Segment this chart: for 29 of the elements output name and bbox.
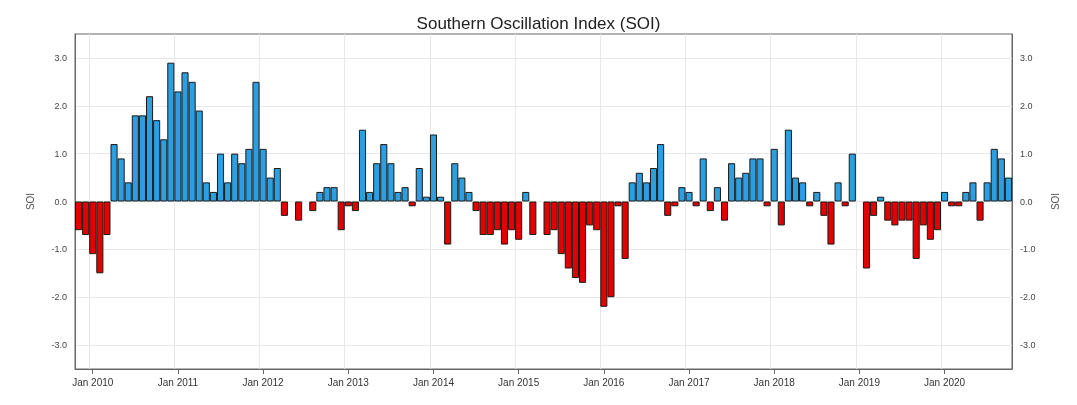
y2-tick-label: -1.0 [1020,244,1036,255]
x-tick-label: Jan 2011 [157,376,199,388]
x-tick-label: Jan 2016 [583,376,625,388]
y2-tick-label: -2.0 [1020,292,1036,303]
y2-tick-label: 2.0 [1020,100,1033,111]
y2-tick-label: 3.0 [1020,52,1033,63]
y2-axis-title: SOI [1049,192,1061,211]
y2-tick-label: -3.0 [1020,340,1036,351]
y-tick-label: 0.0 [54,196,67,207]
x-tick-label: Jan 2012 [242,376,285,388]
x-tick-label: Jan 2013 [327,376,370,388]
y-tick-label: 1.0 [54,148,67,159]
y-tick-label: 2.0 [54,100,67,111]
bar [295,201,303,221]
y2-tick-label: 0.0 [1020,196,1033,207]
y-tick-label: -1.0 [51,244,67,255]
x-tick-label: Jan 2017 [668,376,711,388]
x-tick-label: Jan 2014 [412,376,455,388]
y-tick-label: -3.0 [51,340,67,351]
x-tick-label: Jan 2015 [498,376,540,388]
x-tick-label: Jan 2010 [72,376,114,388]
x-tick-label: Jan 2019 [838,376,881,388]
y2-tick-label: 1.0 [1020,148,1033,159]
x-tick-label: Jan 2020 [923,376,966,388]
y-axis-title: SOI [24,192,36,211]
y-tick-label: -2.0 [51,292,67,303]
x-tick-label: Jan 2018 [753,376,796,388]
y-tick-label: 3.0 [54,52,67,63]
chart-title: Southern Oscillation Index (SOI) [416,14,661,33]
